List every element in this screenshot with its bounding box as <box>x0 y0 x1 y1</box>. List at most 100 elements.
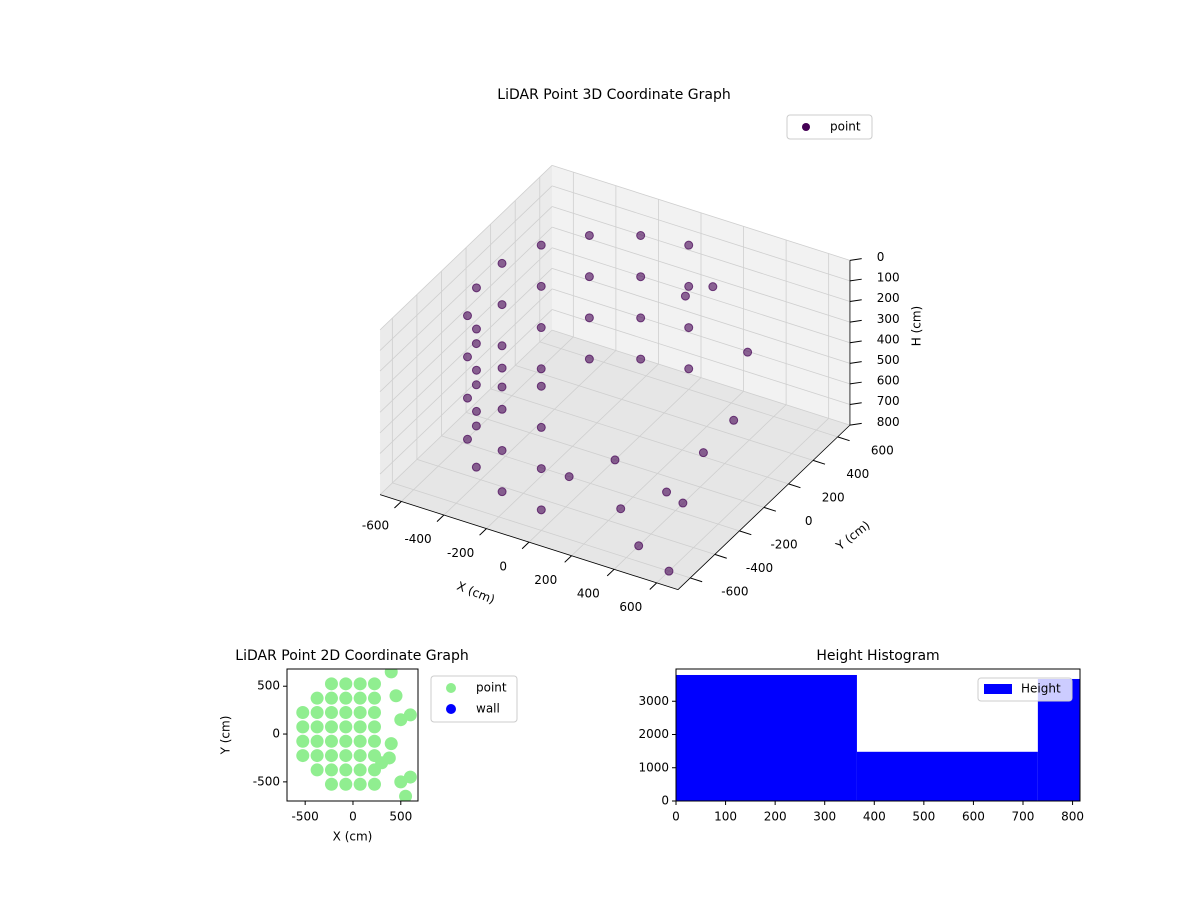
legend-marker <box>802 123 810 131</box>
point <box>296 706 310 720</box>
tick-mark <box>479 528 487 536</box>
point <box>353 706 367 720</box>
y-tick-label: 0 <box>272 727 280 741</box>
point <box>403 708 417 722</box>
point <box>471 365 481 375</box>
point <box>497 382 507 392</box>
point <box>471 406 481 416</box>
point <box>536 364 546 374</box>
point <box>584 272 594 282</box>
point <box>310 706 324 720</box>
grid-line <box>379 226 553 392</box>
point <box>462 352 472 362</box>
tick-mark <box>606 568 615 577</box>
point <box>497 445 507 455</box>
y-tick-label: 0 <box>661 794 669 808</box>
point <box>339 706 353 720</box>
legend-patch <box>984 684 1012 694</box>
point <box>678 498 688 508</box>
tick-mark <box>739 530 752 536</box>
legend-label: point <box>830 120 861 134</box>
point <box>471 421 481 431</box>
x-tick-label: 400 <box>577 586 600 600</box>
y-tick-label: 3000 <box>638 694 669 708</box>
point <box>536 464 546 474</box>
z-tick-label: 800 <box>877 415 900 429</box>
chart-title: LiDAR Point 3D Coordinate Graph <box>497 87 730 103</box>
legend-marker <box>446 683 456 693</box>
tick-mark <box>436 514 445 522</box>
point <box>367 677 381 691</box>
y-tick-label: 500 <box>257 679 280 693</box>
point <box>296 734 310 748</box>
y-tick-label: 1000 <box>638 760 669 774</box>
point <box>367 734 381 748</box>
point <box>497 300 507 310</box>
z-tick-label: 0 <box>877 250 885 264</box>
tick-mark <box>849 299 862 303</box>
point <box>353 749 367 763</box>
point <box>399 789 413 801</box>
point <box>339 720 353 734</box>
point <box>310 749 324 763</box>
point <box>353 734 367 748</box>
grid-line <box>551 226 851 323</box>
grid-line <box>379 309 553 475</box>
grid-line <box>551 288 851 385</box>
point <box>462 311 472 321</box>
point <box>367 777 381 791</box>
point <box>382 751 396 765</box>
point <box>324 749 338 763</box>
x-tick-label: -600 <box>362 519 389 533</box>
point <box>324 677 338 691</box>
point <box>339 763 353 777</box>
bar <box>856 751 1038 801</box>
grid-line <box>441 435 740 532</box>
chart-title: LiDAR Point 2D Coordinate Graph <box>235 648 468 664</box>
y-tick-label: -400 <box>746 561 773 575</box>
point <box>708 282 718 292</box>
point <box>471 462 481 472</box>
grid-line <box>490 388 789 485</box>
point <box>729 415 739 425</box>
y-tick-label: 2000 <box>638 727 669 741</box>
point <box>339 749 353 763</box>
x-tick-label: 400 <box>863 810 886 824</box>
point <box>584 313 594 323</box>
point <box>584 354 594 364</box>
point <box>536 323 546 333</box>
point <box>684 281 694 291</box>
z-tick-label: 200 <box>877 291 900 305</box>
legend-label: Height <box>1021 682 1061 696</box>
point <box>680 291 690 301</box>
point <box>339 734 353 748</box>
point <box>324 763 338 777</box>
z-tick-label: 500 <box>877 353 900 367</box>
axis-line <box>677 424 851 590</box>
x-tick-label: 0 <box>672 810 680 824</box>
point <box>662 487 672 497</box>
grid-line <box>551 164 851 261</box>
point <box>636 272 646 282</box>
x-tick-label: -200 <box>447 546 474 560</box>
point <box>497 487 507 497</box>
z-tick-label: 600 <box>877 374 900 388</box>
grid-line <box>416 459 715 555</box>
point <box>684 364 694 374</box>
point <box>743 347 753 357</box>
tick-mark <box>849 422 862 426</box>
point <box>353 677 367 691</box>
y-tick-label: -600 <box>721 585 748 599</box>
y-tick-label: 600 <box>871 444 894 458</box>
tick-mark <box>788 483 801 489</box>
point <box>367 691 381 705</box>
grid-line <box>379 185 553 351</box>
legend-box <box>977 677 1073 702</box>
axis-line <box>379 494 679 591</box>
y-tick-label: 400 <box>846 467 869 481</box>
point <box>339 691 353 705</box>
tick-mark <box>812 459 826 465</box>
tick-mark <box>849 402 862 406</box>
point <box>564 472 574 482</box>
grid-line <box>551 185 851 282</box>
